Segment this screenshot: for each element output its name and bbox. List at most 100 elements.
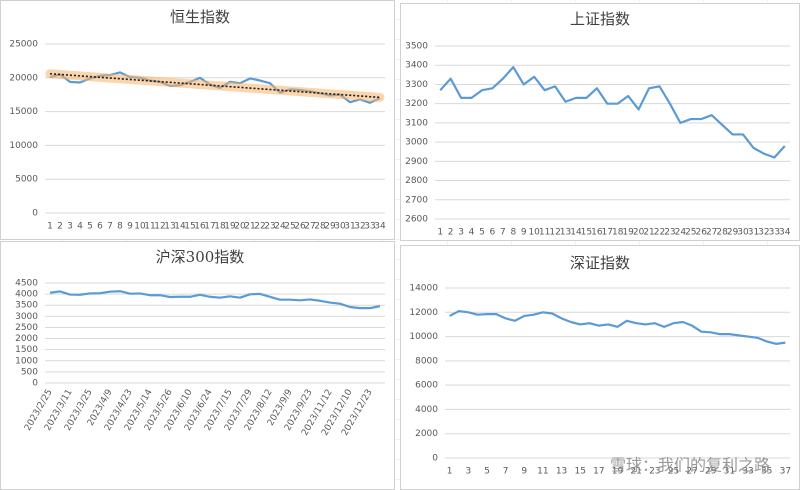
x-tick-label: 7 xyxy=(107,222,113,232)
y-tick-label: 0 xyxy=(432,454,438,464)
x-tick-label: 9 xyxy=(521,228,527,238)
x-tick-label: 26 xyxy=(294,222,306,232)
x-tick-label: 27 xyxy=(706,228,717,238)
y-tick-label: 6000 xyxy=(415,381,438,391)
y-tick-label: 0 xyxy=(32,209,38,219)
x-tick-label: 7 xyxy=(500,228,506,238)
x-tick-label: 13 xyxy=(560,228,571,238)
x-tick-label: 21 xyxy=(244,222,255,232)
y-tick-label: 10000 xyxy=(9,141,38,151)
y-tick-label: 2900 xyxy=(405,157,428,167)
y-tick-label: 4000 xyxy=(15,290,38,300)
y-tick-label: 2500 xyxy=(15,323,38,333)
x-tick-label: 22 xyxy=(654,228,665,238)
chart-title: 上证指数 xyxy=(570,10,630,28)
x-tick-label: 19 xyxy=(224,222,236,232)
x-tick-label: 32 xyxy=(758,228,769,238)
y-tick-label: 2000 xyxy=(15,334,38,344)
x-tick-label: 13 xyxy=(556,467,567,477)
x-tick-label: 35 xyxy=(761,467,772,477)
x-tick-label: 2 xyxy=(448,228,454,238)
y-tick-label: 500 xyxy=(21,367,38,377)
x-tick-label: 23 xyxy=(664,228,675,238)
x-tick-label: 16 xyxy=(194,222,206,232)
y-tick-label: 14000 xyxy=(409,284,438,294)
x-tick-label: 17 xyxy=(204,222,215,232)
y-tick-label: 25000 xyxy=(9,40,38,50)
x-tick-label: 16 xyxy=(591,228,603,238)
x-tick-label: 29 xyxy=(727,228,739,238)
y-tick-label: 10000 xyxy=(409,332,438,342)
x-tick-label: 11 xyxy=(537,467,548,477)
x-tick-label: 34 xyxy=(779,228,791,238)
x-tick-label: 15 xyxy=(581,228,592,238)
x-tick-label: 17 xyxy=(602,228,613,238)
x-tick-label: 14 xyxy=(570,228,582,238)
x-tick-label: 29 xyxy=(705,467,717,477)
series-line xyxy=(439,66,786,159)
y-tick-label: 2700 xyxy=(405,195,428,205)
x-tick-label: 19 xyxy=(622,228,634,238)
x-tick-label: 15 xyxy=(574,467,585,477)
x-tick-label: 37 xyxy=(780,467,791,477)
chart-box xyxy=(0,0,395,240)
x-tick-label: 21 xyxy=(643,228,654,238)
y-tick-label: 3000 xyxy=(15,312,38,322)
x-tick-label: 30 xyxy=(334,222,346,232)
x-tick-label: 32 xyxy=(354,222,365,232)
y-tick-label: 0 xyxy=(32,379,38,389)
y-tick-label: 3000 xyxy=(405,138,428,148)
x-tick-label: 22 xyxy=(254,222,265,232)
x-tick-label: 28 xyxy=(716,228,728,238)
chart-title: 恒生指数 xyxy=(170,8,230,26)
x-tick-label: 25 xyxy=(668,467,679,477)
x-tick-label: 3 xyxy=(458,228,464,238)
x-tick-label: 5 xyxy=(484,467,490,477)
x-tick-label: 5 xyxy=(479,228,485,238)
x-tick-label: 25 xyxy=(284,222,295,232)
x-tick-label: 3 xyxy=(465,467,471,477)
x-tick-label: 17 xyxy=(593,467,604,477)
x-tick-label: 12 xyxy=(549,228,560,238)
x-tick-label: 8 xyxy=(117,222,123,232)
chart-title: 深证指数 xyxy=(570,254,630,272)
x-tick-label: 21 xyxy=(630,467,641,477)
x-tick-label: 1 xyxy=(437,228,443,238)
y-tick-label: 5000 xyxy=(15,175,38,185)
x-tick-label: 13 xyxy=(164,222,175,232)
y-tick-label: 2800 xyxy=(405,176,428,186)
y-tick-label: 3500 xyxy=(15,301,38,311)
x-tick-label: 18 xyxy=(214,222,226,232)
x-tick-label: 9 xyxy=(521,467,527,477)
series-line xyxy=(49,290,381,310)
x-tick-label: 9 xyxy=(127,222,133,232)
x-tick-label: 31 xyxy=(344,222,355,232)
x-tick-label: 15 xyxy=(184,222,195,232)
x-tick-label: 27 xyxy=(304,222,315,232)
y-tick-label: 2000 xyxy=(415,429,438,439)
y-tick-label: 4000 xyxy=(415,405,438,415)
x-tick-label: 24 xyxy=(675,228,687,238)
y-tick-label: 20000 xyxy=(9,73,38,83)
x-tick-label: 20 xyxy=(234,222,246,232)
x-tick-label: 18 xyxy=(612,228,624,238)
x-tick-label: 3 xyxy=(67,222,73,232)
x-tick-label: 23 xyxy=(649,467,660,477)
x-tick-label: 1 xyxy=(447,467,453,477)
x-tick-label: 14 xyxy=(174,222,186,232)
y-tick-label: 15000 xyxy=(9,107,38,117)
x-tick-label: 33 xyxy=(364,222,375,232)
x-tick-label: 8 xyxy=(510,228,516,238)
y-tick-label: 3200 xyxy=(405,99,428,109)
x-tick-label: 33 xyxy=(769,228,780,238)
chart-box xyxy=(400,245,800,490)
x-tick-label: 20 xyxy=(633,228,645,238)
x-tick-label: 11 xyxy=(144,222,155,232)
chart-box xyxy=(0,241,395,490)
y-tick-label: 1000 xyxy=(15,356,38,366)
x-tick-label: 5 xyxy=(87,222,93,232)
x-tick-label: 23 xyxy=(264,222,275,232)
y-tick-label: 1500 xyxy=(15,345,38,355)
x-tick-label: 6 xyxy=(490,228,496,238)
